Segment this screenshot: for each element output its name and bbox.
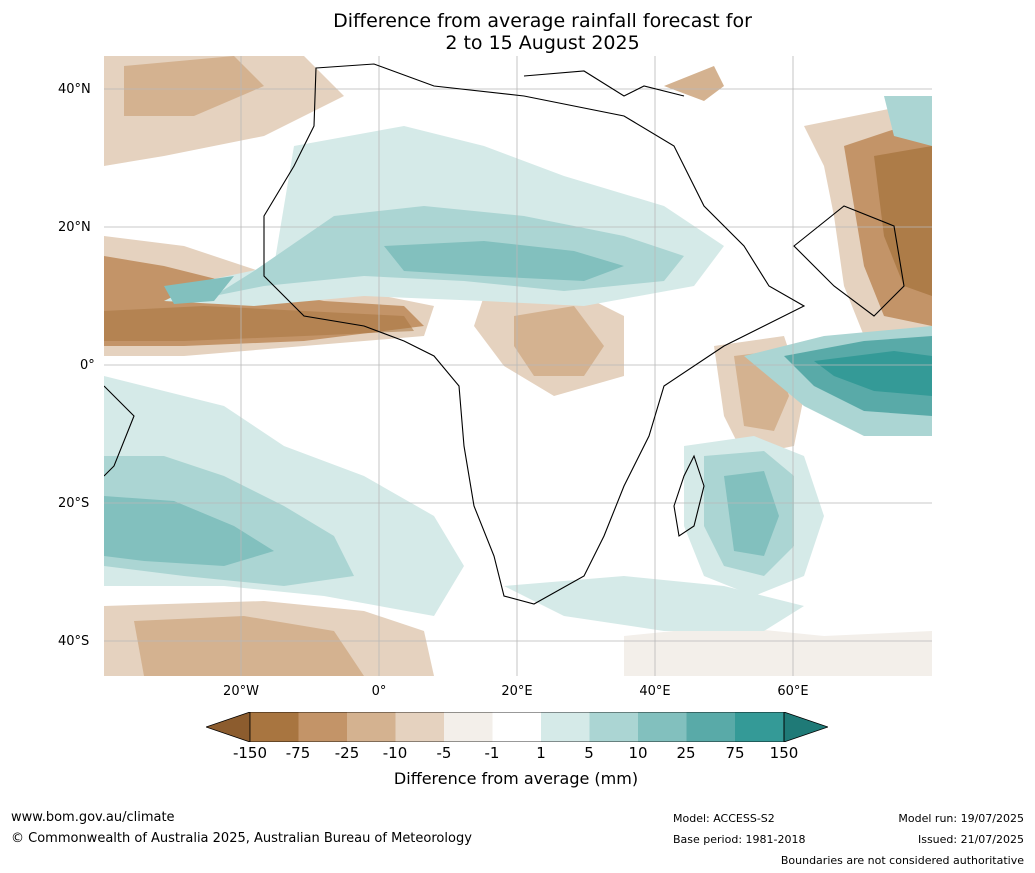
disclaimer-text: Boundaries are not considered authoritat… [780, 854, 1024, 867]
colorbar-bin [347, 712, 396, 742]
colorbar-tick: 1 [536, 744, 546, 762]
colorbar-tick: -5 [436, 744, 452, 762]
lon-label-20w: 20°W [223, 684, 259, 699]
colorbar-bin [541, 712, 590, 742]
colorbar-tick: 75 [725, 744, 745, 762]
colorbar-bin [638, 712, 687, 742]
colorbar-bin [250, 712, 299, 742]
colorbar-bin [444, 712, 493, 742]
lon-label-20e: 20°E [501, 684, 533, 699]
title-line-2: 2 to 15 August 2025 [445, 32, 640, 54]
colorbar-tick: 150 [769, 744, 799, 762]
colorbar-bin [735, 712, 784, 742]
colorbar-extend-high [783, 712, 828, 742]
anomaly-field-teal [104, 96, 932, 631]
colorbar-bin [395, 712, 444, 742]
copyright-text: © Commonwealth of Australia 2025, Austra… [11, 831, 472, 846]
lat-label-20s: 20°S [58, 496, 90, 511]
colorbar-tick: 25 [676, 744, 696, 762]
colorbar-bin [298, 712, 347, 742]
colorbar [206, 712, 828, 742]
lon-label-40e: 40°E [639, 684, 671, 699]
lat-label-20n: 20°N [58, 220, 91, 235]
base-period-text: Base period: 1981-2018 [673, 833, 806, 846]
lat-label-eq: 0° [80, 358, 95, 373]
lon-label-60e: 60°E [777, 684, 809, 699]
colorbar-tick: 10 [628, 744, 648, 762]
model-run-text: Model run: 19/07/2025 [898, 812, 1024, 825]
graticule [104, 56, 932, 676]
colorbar-tick: -75 [285, 744, 311, 762]
lat-label-40n: 40°N [58, 82, 91, 97]
colorbar-tick: -1 [484, 744, 500, 762]
colorbar-tick: -25 [334, 744, 360, 762]
colorbar-title: Difference from average (mm) [393, 769, 639, 788]
colorbar-bin [686, 712, 735, 742]
issued-text: Issued: 21/07/2025 [917, 833, 1024, 846]
rainfall-map [104, 56, 932, 676]
title-line-1: Difference from average rainfall forecas… [333, 10, 752, 32]
colorbar-extend-low [206, 712, 251, 742]
coastline [104, 63, 905, 605]
lat-label-40s: 40°S [58, 634, 90, 649]
colorbar-bin [492, 712, 541, 742]
colorbar-tick: -150 [232, 744, 268, 762]
model-text: Model: ACCESS-S2 [673, 812, 775, 825]
chart-title: Difference from average rainfall forecas… [0, 10, 1035, 54]
colorbar-bin [589, 712, 638, 742]
anomaly-field-brown [104, 56, 932, 676]
website-link[interactable]: www.bom.gov.au/climate [11, 810, 175, 825]
colorbar-tick: 5 [584, 744, 594, 762]
colorbar-tick: -10 [382, 744, 408, 762]
lon-label-0: 0° [371, 684, 387, 699]
